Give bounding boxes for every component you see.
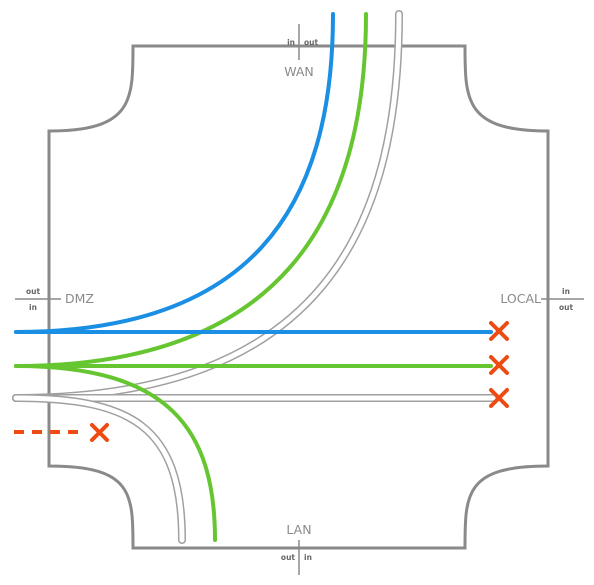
green-flow-dmz-to-lan — [14, 364, 217, 542]
dmz-label: DMZ — [65, 291, 94, 306]
dmz-in-label: in — [29, 303, 37, 312]
lan-out-label: out — [281, 553, 295, 562]
hollow-flow-wan-to-dmz — [12, 10, 403, 402]
cross-icon — [489, 355, 509, 375]
dmz-interface: out in DMZ — [15, 287, 94, 312]
lan-interface: LAN out in — [281, 522, 312, 575]
local-in-label: in — [562, 287, 570, 296]
wan-out-label: out — [304, 38, 318, 47]
local-label: LOCAL — [500, 291, 541, 306]
wan-label: WAN — [284, 64, 314, 79]
hollow-flow-wan-to-dmz-inner — [13, 11, 402, 401]
hollow-flows — [12, 10, 497, 544]
cross-icon — [489, 321, 509, 341]
blue-flow-wan-to-dmz — [14, 12, 335, 334]
cross-icon — [90, 423, 109, 442]
router-box-outline — [47, 44, 550, 550]
green-flow-wan-to-dmz — [14, 12, 368, 368]
wan-interface: in out WAN — [284, 24, 318, 79]
blue-flows — [14, 12, 493, 334]
hollow-flow-dmz-to-lan — [12, 394, 186, 544]
hollow-flow-dmz-to-lan-inner — [13, 395, 185, 543]
wan-in-label: in — [287, 38, 295, 47]
local-out-label: out — [559, 303, 573, 312]
lan-in-label: in — [304, 553, 312, 562]
local-interface: in out LOCAL — [500, 287, 584, 312]
lan-label: LAN — [286, 522, 311, 537]
green-flows — [14, 12, 493, 542]
dmz-out-label: out — [26, 287, 40, 296]
cross-icon — [489, 388, 509, 408]
